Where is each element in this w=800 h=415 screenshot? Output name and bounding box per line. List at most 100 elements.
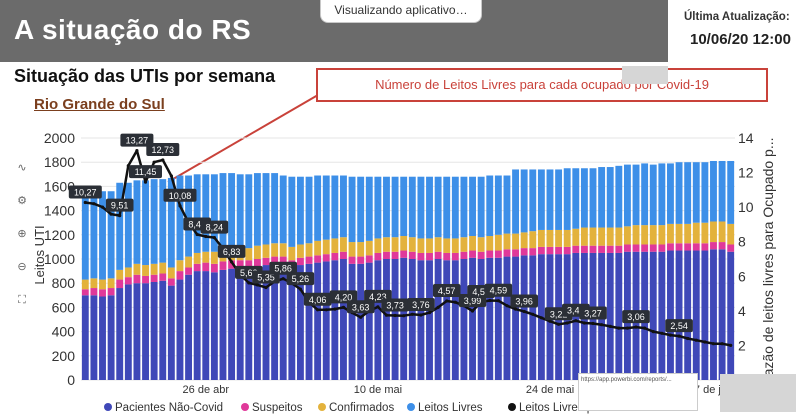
y2-tick-label: 8 — [738, 234, 746, 250]
ratio-point — [135, 149, 139, 153]
bar-segment — [331, 260, 339, 380]
bar-segment — [374, 176, 382, 239]
region-link[interactable]: Rio Grande do Sul — [34, 96, 165, 113]
bar-segment — [348, 242, 356, 257]
bar-segment — [202, 271, 210, 380]
bar-segment — [322, 239, 330, 255]
bar-segment — [314, 262, 322, 380]
legend-label: Pacientes Não-Covid — [115, 402, 223, 414]
bar-segment — [391, 259, 399, 380]
data-label: 3,96 — [515, 297, 533, 307]
bar-segment — [193, 252, 201, 264]
bar-segment — [417, 238, 425, 253]
bar-segment — [486, 236, 494, 251]
bar-segment — [529, 255, 537, 380]
bar-segment — [305, 263, 313, 380]
ratio-point — [410, 312, 414, 316]
bar-segment — [142, 265, 149, 276]
bar-segment — [572, 245, 580, 253]
bar-segment — [185, 256, 192, 268]
bar-segment — [365, 240, 373, 256]
bar-segment — [357, 256, 365, 264]
y-tick-label: 400 — [52, 324, 76, 340]
bar-segment — [486, 257, 494, 380]
bar-segment — [684, 243, 692, 251]
bar-segment — [692, 222, 700, 244]
bar-segment — [245, 260, 253, 268]
data-label: 8,24 — [206, 223, 224, 233]
ratio-point — [488, 298, 492, 303]
bar-segment — [546, 229, 554, 247]
legend-marker — [508, 403, 516, 411]
ratio-point — [316, 308, 320, 312]
bar-segment — [159, 273, 167, 281]
legend-label: Confirmados — [329, 402, 394, 414]
bar-segment — [340, 251, 347, 259]
bar-segment — [365, 176, 373, 241]
bar-segment — [546, 169, 554, 230]
bar-segment — [580, 245, 588, 253]
ratio-point — [230, 260, 234, 264]
bar-segment — [641, 244, 649, 252]
bar-segment — [167, 278, 175, 286]
bar-segment — [710, 242, 717, 250]
callout-text: Número de Leitos Livres para cada ocupad… — [375, 77, 709, 92]
y-tick-label: 600 — [52, 299, 76, 315]
bar-segment — [710, 160, 717, 222]
callout-arrow — [167, 87, 331, 183]
data-label-bg — [146, 143, 180, 156]
bar-segment — [365, 255, 373, 263]
bar-segment — [365, 262, 373, 380]
bar-segment — [649, 225, 657, 245]
bar-segment — [460, 259, 468, 380]
bar-segment — [469, 236, 476, 251]
ratio-point — [496, 299, 500, 303]
ratio-point — [169, 174, 173, 178]
bar-segment — [667, 243, 674, 251]
bar-segment — [563, 246, 571, 255]
bar-segment — [494, 234, 502, 251]
y-tick-label: 1000 — [44, 251, 75, 267]
ratio-point — [255, 283, 259, 287]
settings-icon[interactable]: ⚙ — [17, 195, 27, 207]
bar-segment — [81, 279, 89, 290]
bar-segment — [176, 260, 184, 272]
bar-segment — [219, 261, 227, 270]
zoom-out-icon[interactable]: ⊖ — [17, 261, 27, 273]
data-label: 10,08 — [169, 191, 192, 201]
bar-segment — [262, 244, 270, 258]
bar-segment — [443, 260, 451, 380]
bar-segment — [512, 256, 519, 380]
bar-segment — [245, 248, 253, 261]
ratio-point — [582, 321, 587, 325]
zoom-in-icon[interactable]: ⊕ — [17, 228, 27, 240]
ratio-point — [565, 321, 569, 325]
data-label-bg — [120, 133, 154, 147]
bar-segment — [486, 175, 494, 237]
data-label: 3,73 — [386, 301, 404, 311]
ratio-point — [376, 305, 380, 309]
legend-marker — [407, 403, 415, 411]
bar-segment — [383, 251, 390, 259]
bar-segment — [512, 233, 519, 250]
ratio-point — [445, 299, 449, 303]
legend-marker — [104, 403, 112, 411]
bar-segment — [107, 278, 115, 289]
fullscreen-icon[interactable]: ⛶ — [18, 294, 26, 306]
data-label: 3,99 — [464, 296, 482, 306]
bar-segment — [486, 250, 494, 258]
ratio-point — [557, 322, 561, 326]
bar-segment — [477, 259, 485, 380]
y-tick-label: 1400 — [44, 203, 75, 219]
bar-segment — [494, 175, 502, 235]
bar-segment — [193, 263, 201, 272]
bar-segment — [408, 176, 416, 238]
trend-icon[interactable]: ∿ — [17, 162, 27, 174]
visual-toolbar: ∿ ⚙ ⊕ ⊖ ⛶ — [10, 152, 34, 306]
data-label: 13,27 — [126, 136, 149, 146]
bar-segment — [374, 252, 382, 261]
ratio-point — [703, 340, 707, 344]
bar-segment — [271, 263, 279, 380]
ratio-point — [341, 305, 346, 309]
ratio-point — [660, 331, 664, 335]
